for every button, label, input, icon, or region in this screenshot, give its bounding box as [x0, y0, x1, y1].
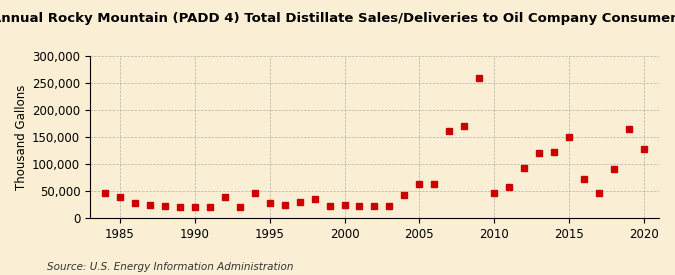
Y-axis label: Thousand Gallons: Thousand Gallons — [15, 84, 28, 189]
Text: Annual Rocky Mountain (PADD 4) Total Distillate Sales/Deliveries to Oil Company : Annual Rocky Mountain (PADD 4) Total Dis… — [0, 12, 675, 25]
Text: Source: U.S. Energy Information Administration: Source: U.S. Energy Information Administ… — [47, 262, 294, 272]
